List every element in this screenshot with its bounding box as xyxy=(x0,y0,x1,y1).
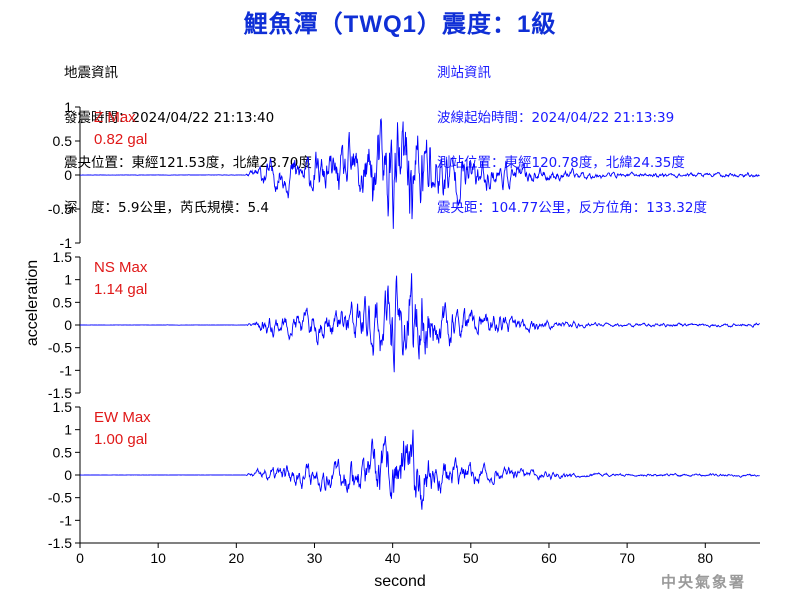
x-tick-label: 20 xyxy=(229,550,245,566)
x-tick-label: 50 xyxy=(463,550,479,566)
y-tick-label-EW: 1.5 xyxy=(53,399,73,415)
waveform-EW xyxy=(80,429,760,510)
origin-time: 發震時間：2024/04/22 21:13:40 xyxy=(64,110,275,126)
waveform-NS xyxy=(80,273,760,373)
x-tick-label: 40 xyxy=(385,550,401,566)
y-tick-label-Z: 1 xyxy=(64,99,72,115)
station-info: 測站資訊 波線起始時間：2024/04/22 21:13:39 測站位置：東經1… xyxy=(437,36,707,231)
y-tick-label-EW: 0.5 xyxy=(53,444,73,460)
waveform-Z xyxy=(79,118,760,229)
x-tick-label: 80 xyxy=(697,550,713,566)
y-axis-label: acceleration xyxy=(24,260,41,346)
x-tick-label: 70 xyxy=(619,550,635,566)
y-tick-label-EW: -0.5 xyxy=(48,490,72,506)
y-tick-label-NS: -0.5 xyxy=(48,340,72,356)
x-tick-label: 10 xyxy=(150,550,166,566)
y-tick-label-Z: -1 xyxy=(60,235,73,251)
max-value-EW: 1.00 gal xyxy=(94,431,147,448)
max-value-NS: 1.14 gal xyxy=(94,281,147,298)
y-tick-label-Z: 0 xyxy=(64,167,72,183)
epicentral-distance: 震央距：104.77公里，反方位角：133.32度 xyxy=(437,200,707,216)
station-location: 測站位置：東經120.78度，北緯24.35度 xyxy=(437,155,685,171)
max-value-Z: 0.82 gal xyxy=(94,131,147,148)
chart-title: 鯉魚潭（TWQ1）震度：1級 xyxy=(243,11,557,38)
max-label-EW: EW Max xyxy=(94,409,151,426)
x-tick-label: 60 xyxy=(541,550,557,566)
epicenter-location: 震央位置：東經121.53度，北緯23.70度 xyxy=(64,155,312,171)
y-tick-label-NS: 0.5 xyxy=(53,294,73,310)
y-tick-label-NS: -1.5 xyxy=(48,385,72,401)
y-tick-label-NS: -1 xyxy=(60,362,73,378)
y-tick-label-NS: 1.5 xyxy=(53,249,73,265)
max-label-Z: Z Max xyxy=(94,109,136,126)
max-label-NS: NS Max xyxy=(94,259,148,276)
x-tick-label: 30 xyxy=(307,550,323,566)
y-tick-label-Z: 0.5 xyxy=(53,133,73,149)
y-tick-label-EW: -1.5 xyxy=(48,535,72,551)
station-info-heading: 測站資訊 xyxy=(437,65,491,81)
x-axis-label: second xyxy=(374,573,426,590)
y-tick-label-EW: 0 xyxy=(64,467,72,483)
y-tick-label-Z: -0.5 xyxy=(48,201,72,217)
depth-magnitude: 深 度：5.9公里，芮氏規模：5.4 xyxy=(64,200,269,216)
y-tick-label-NS: 0 xyxy=(64,317,72,333)
x-tick-label: 0 xyxy=(76,550,84,566)
earthquake-info: 地震資訊 發震時間：2024/04/22 21:13:40 震央位置：東經121… xyxy=(64,36,312,231)
earthquake-info-heading: 地震資訊 xyxy=(64,65,118,81)
y-tick-label-NS: 1 xyxy=(64,272,72,288)
y-tick-label-EW: -1 xyxy=(60,512,73,528)
y-tick-label-EW: 1 xyxy=(64,422,72,438)
agency-watermark: 中央氣象署 xyxy=(660,573,746,591)
waveform-start-time: 波線起始時間：2024/04/22 21:13:39 xyxy=(437,110,675,126)
